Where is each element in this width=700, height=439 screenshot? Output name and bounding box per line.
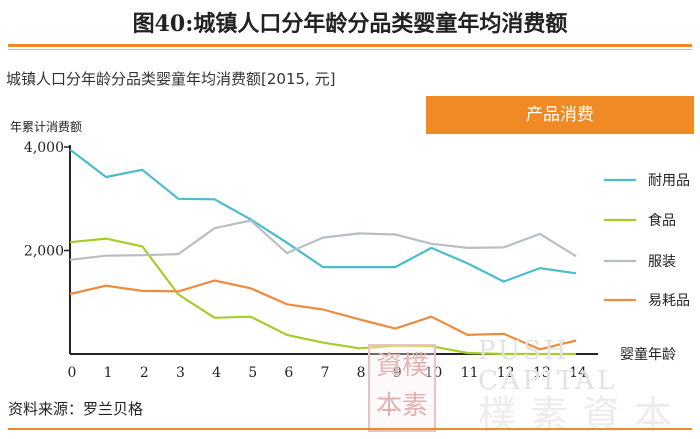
legend-label-0: 耐用品 <box>648 173 690 189</box>
x-tick-label: 2 <box>140 365 149 381</box>
y-tick-label: 4,000 <box>24 140 64 156</box>
figure-title: 图40:城镇人口分年龄分品类婴童年均消费额 <box>132 11 568 37</box>
y-axis-label: 年累计消费额 <box>10 120 82 134</box>
y-tick-label: 2,000 <box>24 244 64 260</box>
x-tick-label: 1 <box>104 365 113 381</box>
x-tick-label: 10 <box>425 365 443 381</box>
title-rule-grey <box>8 49 692 50</box>
series-line-0 <box>69 148 577 283</box>
x-tick-label: 13 <box>533 365 551 381</box>
series-line-3 <box>69 279 577 351</box>
chart-title: 城镇人口分年龄分品类婴童年均消费额[2015, 元] <box>6 70 336 88</box>
series-line-1 <box>69 237 576 356</box>
x-tick-label: 6 <box>284 365 293 381</box>
x-tick-label: 3 <box>176 365 185 381</box>
x-tick-label: 4 <box>212 365 221 381</box>
category-banner: 产品消费 <box>426 96 694 134</box>
x-tick-label: 7 <box>321 365 330 381</box>
legend-label-2: 服装 <box>648 254 676 270</box>
source-note: 资料来源：罗兰贝格 <box>8 400 144 418</box>
x-tick-label: 12 <box>497 365 515 381</box>
series-line-2 <box>69 219 577 261</box>
x-axis-label: 婴童年龄 <box>620 346 676 363</box>
legend-label-3: 易耗品 <box>648 293 690 309</box>
x-tick-label: 8 <box>357 365 366 381</box>
x-tick-label: 14 <box>569 365 587 381</box>
legend-label-1: 食品 <box>648 212 676 229</box>
title-rule-orange <box>8 44 692 47</box>
x-tick-label: 5 <box>248 365 257 381</box>
x-tick-label: 11 <box>461 365 479 381</box>
x-tick-label: 9 <box>393 365 402 381</box>
x-tick-label: 0 <box>68 365 77 381</box>
footer-rule <box>8 428 692 430</box>
